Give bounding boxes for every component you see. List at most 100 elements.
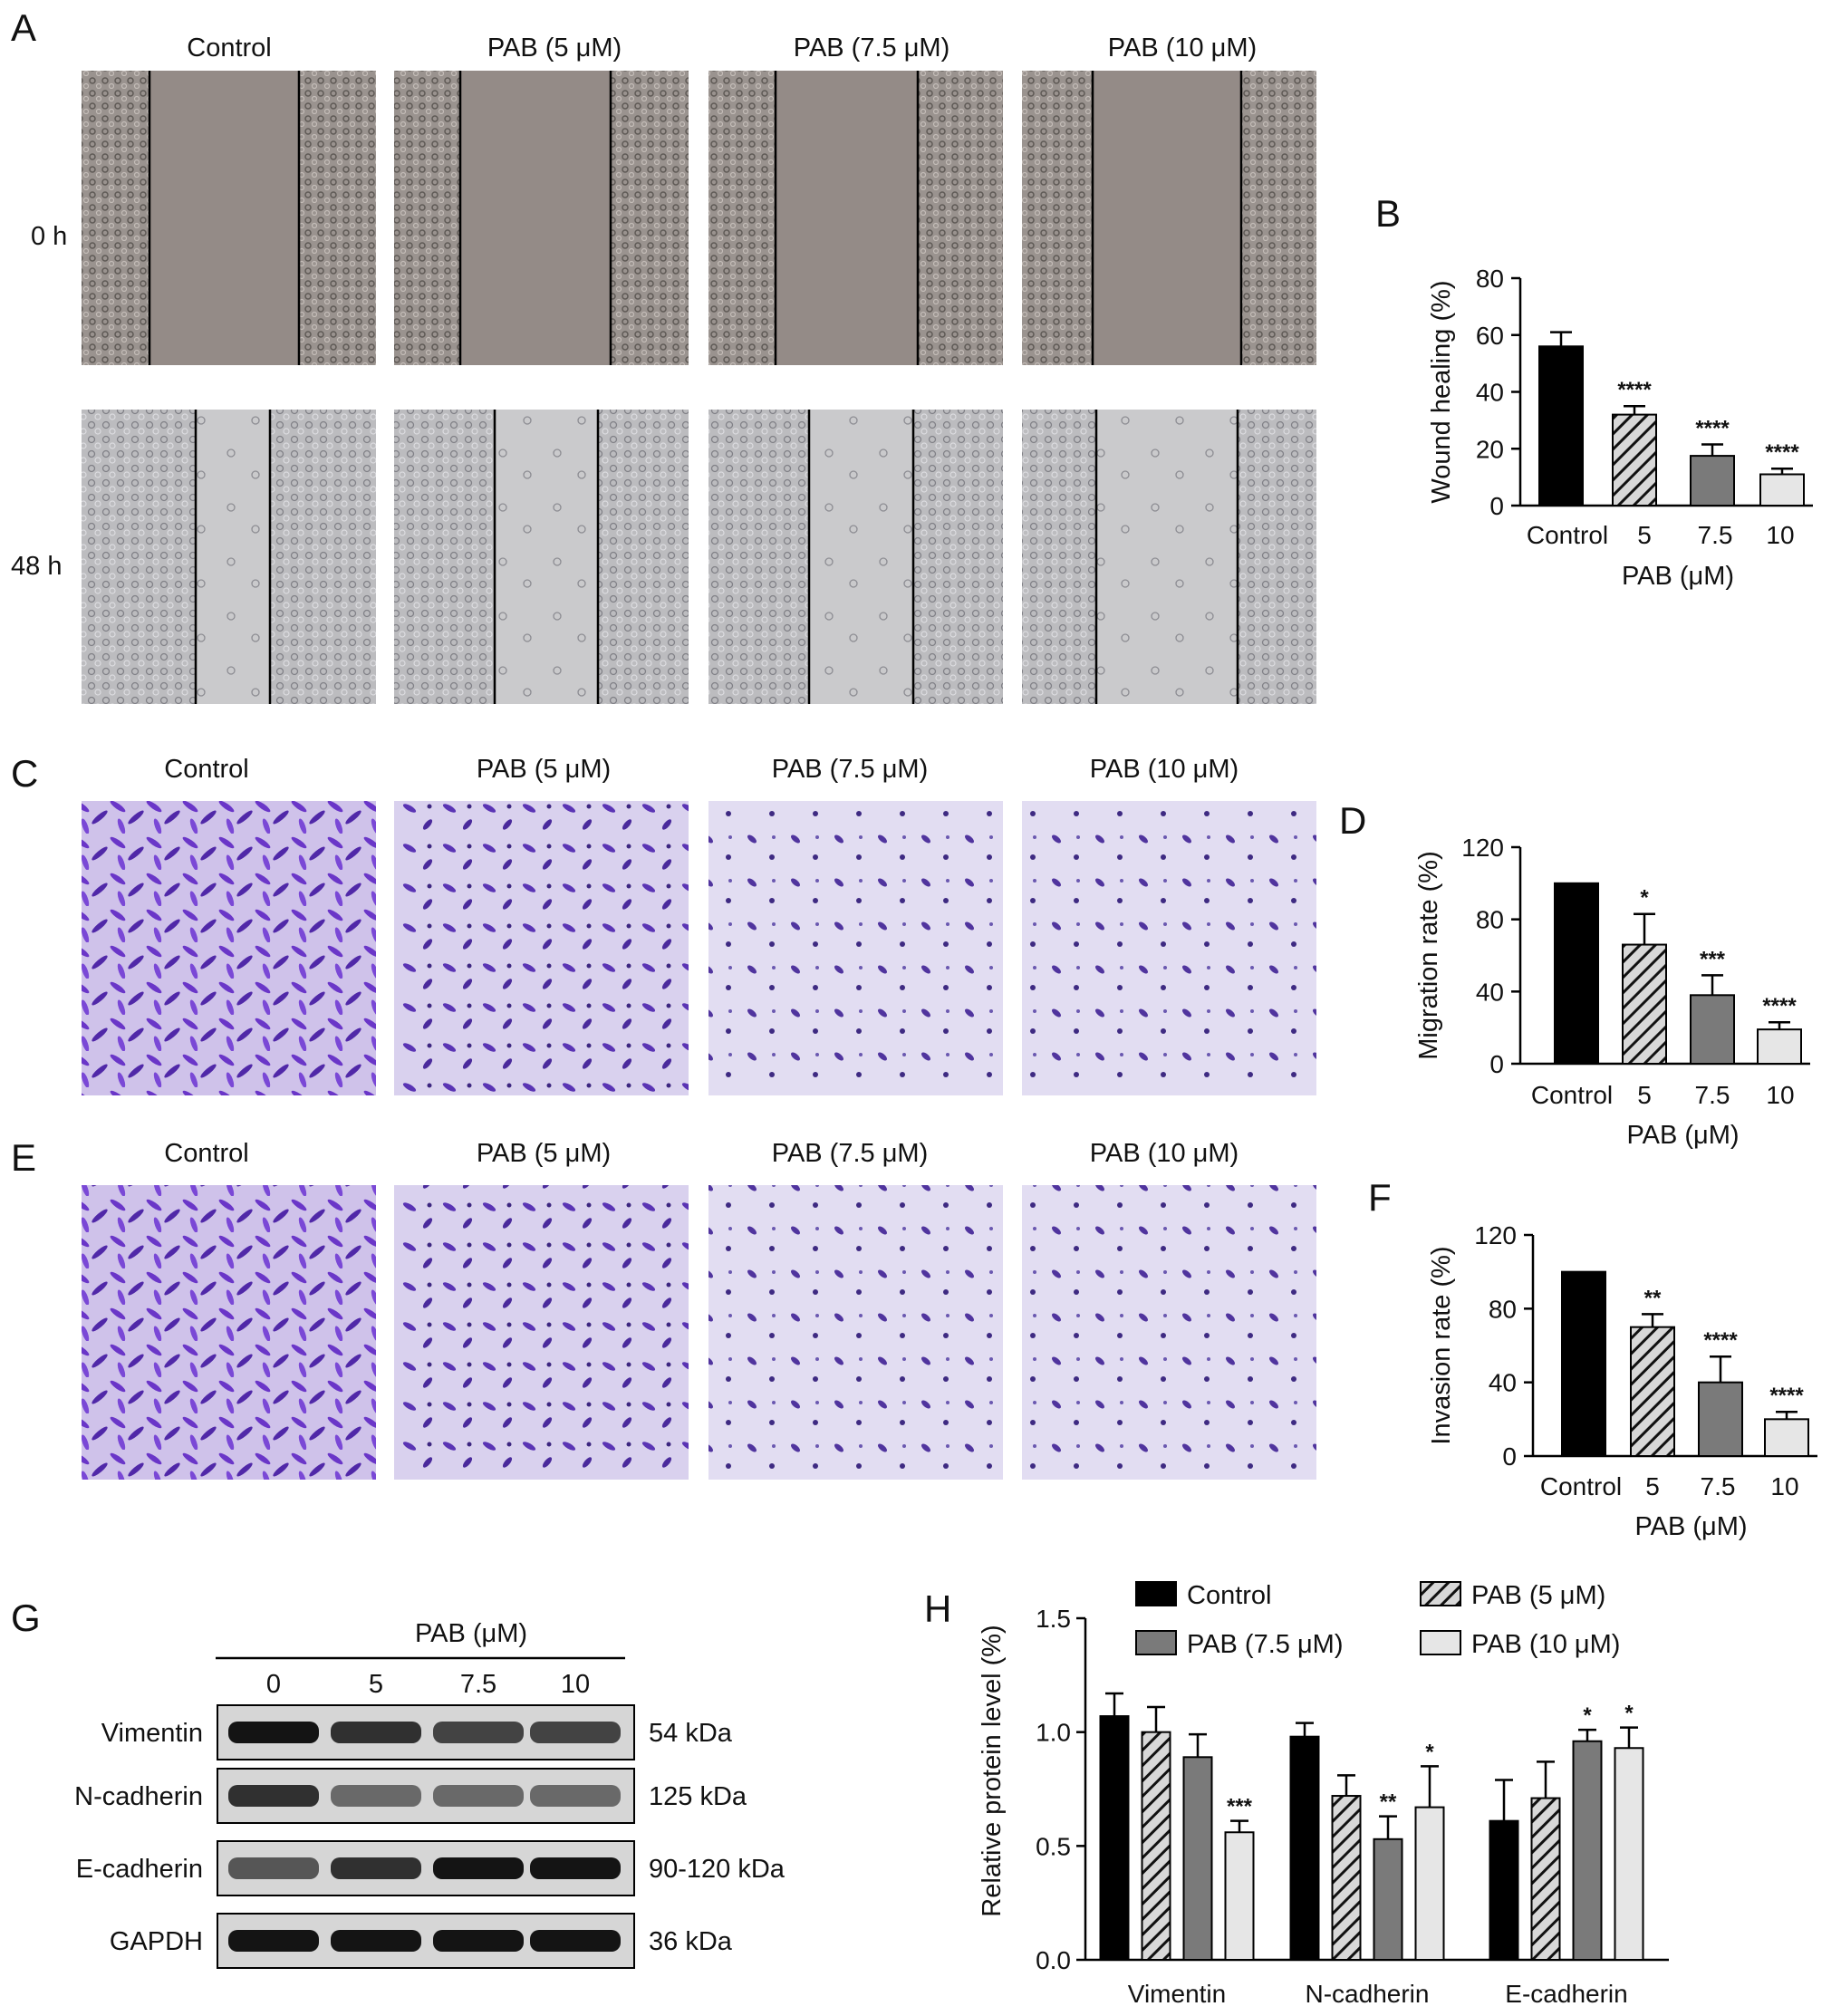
- bar: [1554, 882, 1599, 1065]
- y-tick-label: 80: [1489, 1295, 1517, 1323]
- bar: [1614, 1747, 1644, 1962]
- invasion-image: [1022, 1185, 1316, 1480]
- panel-letter-c: C: [11, 752, 38, 795]
- bar: [1622, 943, 1667, 1066]
- panel-letter-a: A: [11, 6, 36, 49]
- column-header-c: PAB (5 μM): [477, 755, 611, 784]
- blot-band: [228, 1722, 319, 1743]
- y-tick-label: 80: [1476, 265, 1504, 293]
- lane-label: 7.5: [460, 1670, 496, 1699]
- blot-band: [433, 1785, 524, 1807]
- row-label: 0 h: [31, 222, 67, 251]
- column-header-e: Control: [164, 1139, 249, 1168]
- panel-letter-d: D: [1339, 799, 1366, 842]
- significance-label: ****: [1695, 417, 1730, 441]
- bar: [1099, 1715, 1130, 1962]
- column-header-e: PAB (10 μM): [1090, 1139, 1239, 1168]
- bar: [1289, 1735, 1320, 1962]
- legend-swatch: [1135, 1630, 1177, 1655]
- scratch-gap: [1093, 71, 1241, 365]
- legend-swatch: [1420, 1581, 1461, 1606]
- significance-label: ****: [1765, 440, 1799, 465]
- y-tick-label: 1.5: [1036, 1605, 1071, 1633]
- migrated-cells: [809, 410, 913, 704]
- panel-letter-g: G: [11, 1596, 41, 1639]
- x-tick-label: Control: [1527, 521, 1608, 549]
- protein-size: 36 kDa: [649, 1927, 733, 1956]
- y-tick-label: 80: [1476, 906, 1504, 934]
- scratch-gap: [460, 71, 611, 365]
- column-header-a: Control: [187, 34, 272, 63]
- significance-label: *: [1640, 886, 1649, 911]
- chart-b: 0 20 40 60 80 Wound healing (%) Control **** 5 **…: [1427, 265, 1813, 591]
- scratch-gap: [776, 71, 918, 365]
- legend-label: PAB (10 μM): [1471, 1630, 1620, 1659]
- bar: [1759, 473, 1805, 506]
- bar: [1414, 1806, 1445, 1962]
- x-tick-label: 10: [1766, 1081, 1794, 1109]
- protein-label: GAPDH: [110, 1927, 203, 1956]
- migration-image: [708, 801, 1003, 1095]
- legend-swatch: [1420, 1630, 1461, 1655]
- bar: [1141, 1731, 1171, 1961]
- column-header-e: PAB (5 μM): [477, 1139, 611, 1168]
- migration-image: [1022, 801, 1316, 1095]
- column-header-e: PAB (7.5 μM): [772, 1139, 929, 1168]
- y-tick-label: 1.0: [1036, 1719, 1071, 1747]
- migration-image: [394, 801, 689, 1095]
- lane-label: 0: [266, 1670, 281, 1699]
- blot-band: [228, 1785, 319, 1807]
- y-axis-title: Migration rate (%): [1414, 851, 1443, 1059]
- bar: [1698, 1381, 1743, 1457]
- protein-size: 125 kDa: [649, 1782, 747, 1811]
- significance-label: ***: [1227, 1795, 1253, 1819]
- column-header-a: PAB (10 μM): [1108, 34, 1257, 63]
- column-header-c: PAB (10 μM): [1090, 755, 1239, 784]
- blot-band: [228, 1857, 319, 1879]
- x-tick-label: Control: [1540, 1472, 1622, 1500]
- x-tick-label: 5: [1637, 1081, 1652, 1109]
- bar: [1630, 1326, 1675, 1457]
- blot-band: [530, 1930, 621, 1952]
- significance-label: ****: [1617, 378, 1652, 402]
- y-tick-label: 0: [1489, 492, 1504, 520]
- panel-letter-e: E: [11, 1136, 36, 1179]
- significance-label: *: [1583, 1703, 1592, 1728]
- blot-band: [331, 1785, 421, 1807]
- blot-band: [228, 1930, 319, 1952]
- y-tick-label: 0: [1502, 1442, 1517, 1471]
- x-tick-label: 10: [1766, 521, 1794, 549]
- blot-band: [530, 1722, 621, 1743]
- bar: [1373, 1838, 1403, 1961]
- significance-label: ****: [1769, 1384, 1804, 1408]
- invasion-image: [708, 1185, 1003, 1480]
- x-tick-label: 7.5: [1695, 1081, 1730, 1109]
- legend: Control PAB (5 μM) PAB (7.5 μM) PAB (10 μM): [1135, 1581, 1620, 1659]
- lane-label: 10: [561, 1670, 590, 1699]
- blot-header: PAB (μM): [415, 1619, 527, 1648]
- bar: [1690, 994, 1735, 1065]
- y-axis-title: Invasion rate (%): [1427, 1246, 1456, 1444]
- protein-size: 54 kDa: [649, 1719, 733, 1748]
- significance-label: *: [1425, 1740, 1434, 1764]
- column-header-c: PAB (7.5 μM): [772, 755, 929, 784]
- x-tick-label: 7.5: [1701, 1472, 1736, 1500]
- migrated-cells: [495, 410, 598, 704]
- column-header-a: PAB (7.5 μM): [794, 34, 950, 63]
- blot-band: [433, 1930, 524, 1952]
- x-tick-label: 5: [1637, 521, 1652, 549]
- invasion-image: [394, 1185, 689, 1480]
- significance-label: ****: [1703, 1328, 1738, 1353]
- blot-band: [433, 1722, 524, 1743]
- protein-label: Vimentin: [101, 1719, 203, 1748]
- bar: [1538, 345, 1584, 506]
- x-axis-title: PAB (μM): [1626, 1121, 1739, 1150]
- panel-letter-b: B: [1375, 192, 1401, 235]
- bar: [1530, 1797, 1561, 1962]
- protein-label: E-cadherin: [76, 1855, 203, 1884]
- x-tick-label: Vimentin: [1128, 1980, 1226, 2008]
- y-tick-label: 40: [1476, 379, 1504, 407]
- blot-band: [530, 1785, 621, 1807]
- bar: [1561, 1270, 1606, 1457]
